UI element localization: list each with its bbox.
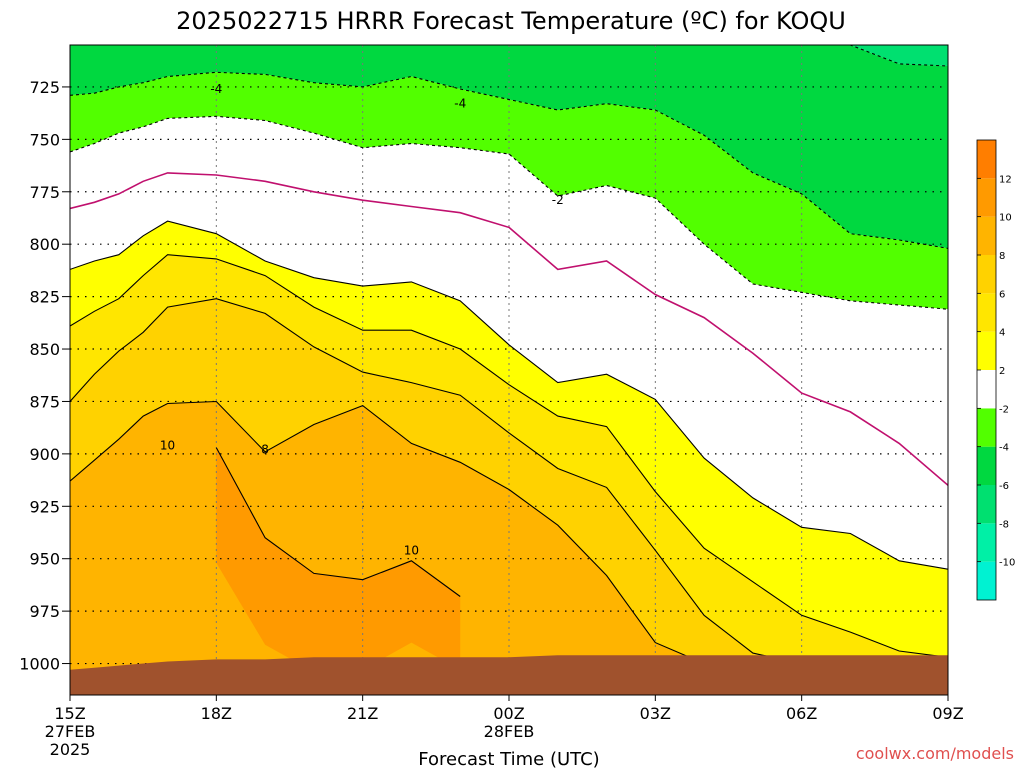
y-tick-label: 750	[29, 130, 60, 149]
colorbar-swatch	[977, 561, 996, 600]
colorbar-swatch	[977, 140, 996, 179]
isotherm-minus-4	[70, 71, 948, 249]
colorbar-label: 8	[999, 251, 1005, 262]
y-tick-label: 850	[29, 340, 60, 359]
colorbar-label: 12	[999, 174, 1012, 185]
x-tick-label: 27FEB	[45, 722, 96, 741]
colorbar-swatch	[977, 485, 996, 524]
colorbar-label: -4	[999, 443, 1009, 454]
band-6-to-8	[70, 298, 948, 695]
colorbar-label: -10	[999, 558, 1015, 569]
x-tick-label: 21Z	[347, 704, 378, 723]
isotherm-minus-6	[801, 45, 948, 67]
colorbar-label: 2	[999, 366, 1005, 377]
x-tick-label: 00Z	[493, 704, 524, 723]
y-tick-label: 1000	[19, 655, 60, 674]
y-tick-label: 925	[29, 497, 60, 516]
credit-text: coolwx.com/models	[856, 744, 1014, 763]
band-minus-2-to-2	[70, 116, 948, 570]
y-tick-label: 950	[29, 550, 60, 569]
ground-layer	[70, 655, 948, 695]
colorbar-label: 6	[999, 289, 1005, 300]
y-tick-label: 900	[29, 445, 60, 464]
band-2-to-4	[70, 221, 948, 658]
x-tick-label: 15Z	[54, 704, 85, 723]
isotherm-minus-2	[70, 115, 948, 310]
isotherm-lines	[70, 45, 948, 665]
isotherm-4	[70, 254, 948, 658]
colorbar-swatch	[977, 370, 996, 409]
colorbar-swatch	[977, 216, 996, 255]
contour-label: -4	[210, 82, 222, 96]
isotherm-10	[215, 447, 461, 597]
ground-fill	[70, 655, 948, 695]
colorbar-label: -6	[999, 481, 1009, 492]
isotherm-2	[70, 220, 948, 570]
y-axis: 725 750 775 800 825 850 875 900 925 950 975 1000	[19, 78, 70, 674]
colorbar-swatch	[977, 331, 996, 370]
chart-title: 2025022715 HRRR Forecast Temperature (ºC…	[176, 7, 846, 35]
colorbar-swatch	[977, 293, 996, 332]
x-tick-label: 09Z	[932, 704, 963, 723]
temperature-fills	[70, 45, 948, 695]
colorbar-label: -8	[999, 519, 1009, 530]
band-minus-6-to-minus-4	[70, 45, 948, 249]
contour-label: 10	[160, 438, 175, 452]
x-axis-label: Forecast Time (UTC)	[418, 749, 599, 768]
contour-label: -2	[552, 193, 564, 207]
colorbar-label: 10	[999, 213, 1012, 224]
band-above-10	[216, 447, 461, 672]
x-tick-label: 18Z	[201, 704, 232, 723]
y-tick-label: 825	[29, 288, 60, 307]
contour-label: -4	[454, 97, 466, 111]
x-tick-label: 06Z	[786, 704, 817, 723]
x-tick-label: 28FEB	[484, 722, 535, 741]
colorbar-swatch	[977, 178, 996, 217]
band-minus-4-to-minus-2	[70, 72, 948, 310]
colorbar-label: -2	[999, 404, 1009, 415]
colorbar-swatch	[977, 408, 996, 447]
x-tick-label: 03Z	[640, 704, 671, 723]
isotherm-6	[70, 298, 802, 665]
colorbar: -10 -8 -6 -4 -2 2 4 6 8 10 12	[976, 139, 1015, 601]
colorbar-swatch	[977, 446, 996, 485]
colorbar-label: 4	[999, 328, 1005, 339]
colorbar-swatch	[977, 255, 996, 294]
y-tick-label: 775	[29, 183, 60, 202]
isotherm-8	[70, 400, 705, 665]
plot-area: -4 -4 -2 10 8 10	[70, 45, 948, 695]
contour-label: 10	[404, 543, 419, 557]
contour-labels: -4 -4 -2 10 8 10	[160, 82, 564, 557]
band-4-to-6	[70, 254, 948, 695]
y-tick-label: 875	[29, 392, 60, 411]
isotherm-0	[70, 172, 948, 486]
y-tick-label: 725	[29, 78, 60, 97]
band-below-minus-6	[70, 45, 948, 66]
x-tick-label: 2025	[50, 740, 91, 759]
grid-lines	[70, 45, 948, 695]
contour-label: 8	[261, 443, 269, 457]
y-tick-label: 975	[29, 602, 60, 621]
y-tick-label: 800	[29, 235, 60, 254]
colorbar-swatch	[977, 523, 996, 562]
